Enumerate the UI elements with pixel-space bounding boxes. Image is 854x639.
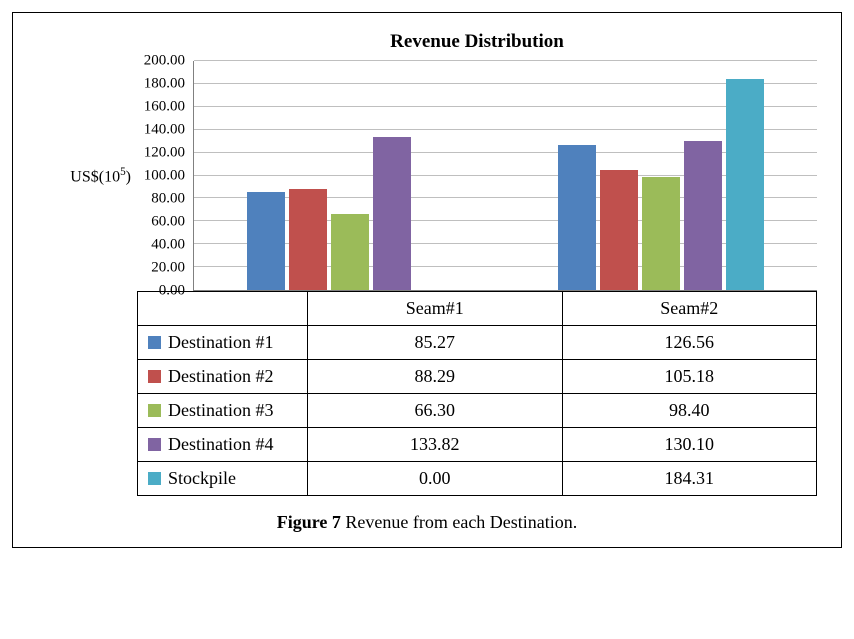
data-cell: 184.31 xyxy=(562,462,817,496)
data-cell: 0.00 xyxy=(308,462,563,496)
y-tick: 100.00 xyxy=(144,168,185,185)
y-tick: 0.00 xyxy=(159,283,185,300)
y-axis-label: US$(105) xyxy=(37,166,137,186)
table-row: Destination #1 85.27126.56 xyxy=(138,326,817,360)
y-tick: 80.00 xyxy=(151,191,185,208)
plot-outer: 0.0020.0040.0060.0080.00100.00120.00140.… xyxy=(137,61,817,291)
data-cell: 85.27 xyxy=(308,326,563,360)
bar-group xyxy=(194,61,506,290)
bar-group xyxy=(506,61,818,290)
bar xyxy=(642,177,680,290)
chart-row: US$(105) 0.0020.0040.0060.0080.00100.001… xyxy=(37,61,817,291)
figure-caption-text: Revenue from each Destination. xyxy=(345,512,577,532)
data-table: Seam#1Seam#2Destination #185.27126.56Des… xyxy=(137,291,817,496)
bar xyxy=(331,214,369,290)
y-tick: 40.00 xyxy=(151,237,185,254)
bar xyxy=(726,79,764,290)
table-header-row: Seam#1Seam#2 xyxy=(138,292,817,326)
bar xyxy=(684,141,722,290)
bar xyxy=(289,189,327,290)
table-row: Destination #4 133.82130.10 xyxy=(138,428,817,462)
series-legend-cell: Stockpile xyxy=(138,462,308,496)
data-cell: 133.82 xyxy=(308,428,563,462)
legend-swatch xyxy=(148,336,161,349)
data-cell: 98.40 xyxy=(562,394,817,428)
figure-frame: Revenue Distribution US$(105) 0.00 20.00 4… xyxy=(12,12,842,548)
series-label: Destination #3 xyxy=(168,400,274,420)
figure-caption: Figure 7 Revenue from each Destination. xyxy=(37,512,817,533)
y-tick: 180.00 xyxy=(144,76,185,93)
y-tick: 160.00 xyxy=(144,99,185,116)
legend-swatch xyxy=(148,404,161,417)
data-cell: 105.18 xyxy=(562,360,817,394)
y-tick: 60.00 xyxy=(151,214,185,231)
y-tick-column: 0.0020.0040.0060.0080.00100.00120.00140.… xyxy=(137,61,193,291)
series-legend-cell: Destination #3 xyxy=(138,394,308,428)
series-legend-cell: Destination #2 xyxy=(138,360,308,394)
series-label: Destination #4 xyxy=(168,434,274,454)
series-legend-cell: Destination #1 xyxy=(138,326,308,360)
series-label: Destination #2 xyxy=(168,366,274,386)
y-tick: 20.00 xyxy=(151,260,185,277)
y-tick: 200.00 xyxy=(144,53,185,70)
table-row: Destination #3 66.3098.40 xyxy=(138,394,817,428)
y-tick: 140.00 xyxy=(144,122,185,139)
table-row: Stockpile 0.00184.31 xyxy=(138,462,817,496)
legend-swatch xyxy=(148,438,161,451)
category-header: Seam#1 xyxy=(308,292,563,326)
legend-swatch xyxy=(148,472,161,485)
figure-label: Figure 7 xyxy=(277,512,341,532)
bar xyxy=(247,192,285,290)
series-label: Stockpile xyxy=(168,468,236,488)
data-cell: 130.10 xyxy=(562,428,817,462)
legend-swatch xyxy=(148,370,161,383)
plot-body: 0.0020.0040.0060.0080.00100.00120.00140.… xyxy=(137,61,817,291)
data-cell: 126.56 xyxy=(562,326,817,360)
bar xyxy=(558,145,596,290)
category-header: Seam#2 xyxy=(562,292,817,326)
series-label: Destination #1 xyxy=(168,332,274,352)
y-tick: 120.00 xyxy=(144,145,185,162)
bar xyxy=(600,170,638,290)
data-table-wrap: Seam#1Seam#2Destination #185.27126.56Des… xyxy=(137,291,817,496)
series-legend-cell: Destination #4 xyxy=(138,428,308,462)
table-row: Destination #2 88.29105.18 xyxy=(138,360,817,394)
bar xyxy=(373,137,411,290)
chart-title: Revenue Distribution xyxy=(137,31,817,53)
plot-area xyxy=(193,61,817,291)
data-cell: 88.29 xyxy=(308,360,563,394)
data-cell: 66.30 xyxy=(308,394,563,428)
